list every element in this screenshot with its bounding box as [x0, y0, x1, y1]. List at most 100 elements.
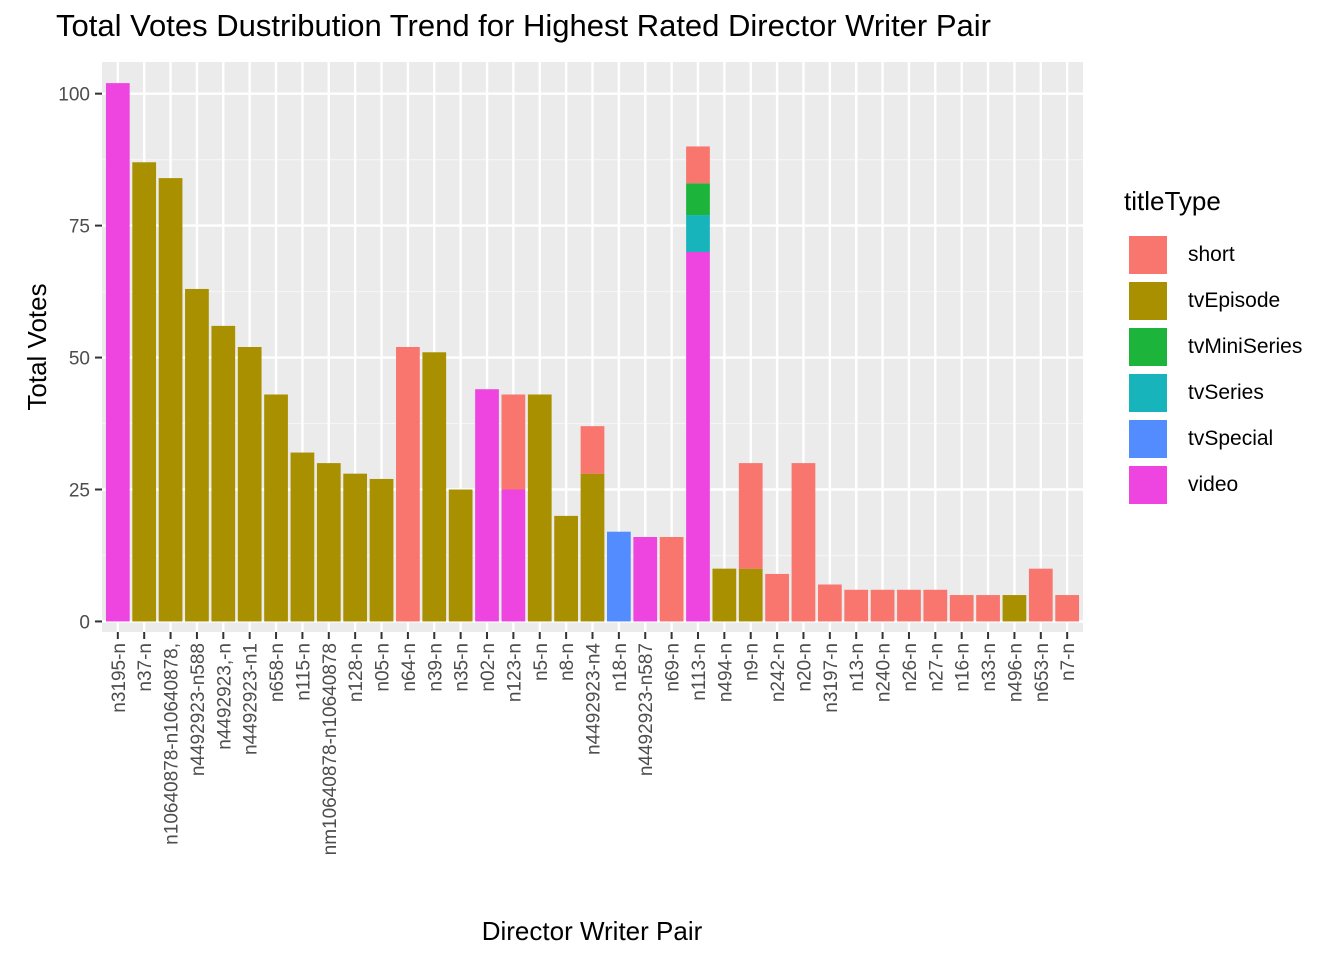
bar-tvEpisode: [343, 473, 368, 622]
bar-tvEpisode: [738, 568, 763, 622]
legend-item-video: video: [1127, 462, 1238, 508]
bar-tvEpisode: [237, 347, 262, 622]
x-tick-label: n13-n: [847, 643, 868, 692]
bar-tvEpisode: [1002, 595, 1027, 622]
bar-short: [686, 146, 710, 184]
bar-tvEpisode: [158, 178, 183, 622]
bar-tvEpisode: [369, 478, 394, 622]
y-axis-title: Total Votes: [22, 283, 52, 410]
y-axis: 0 25 50 75 100: [58, 85, 102, 633]
bar-tvEpisode: [185, 288, 209, 622]
bar-short: [1028, 568, 1053, 622]
x-tick-label: n39-n: [425, 643, 446, 692]
x-tick-label: n18-n: [610, 643, 631, 692]
y-tick-label: 100: [58, 85, 90, 106]
x-tick-label: n27-n: [926, 643, 947, 692]
x-tick-label: n20-n: [794, 643, 815, 692]
legend-key-tvMiniSeries: [1127, 326, 1169, 368]
x-tick-label: n02-n: [478, 643, 499, 692]
x-tick-label: n240-n: [874, 643, 895, 702]
legend-item-tvMiniSeries: tvMiniSeries: [1127, 324, 1302, 370]
bar-short: [659, 537, 684, 622]
legend-key-video: [1127, 464, 1169, 506]
bar-short: [791, 463, 816, 622]
x-axis-title: Director Writer Pair: [482, 916, 703, 946]
y-tick-label: 75: [69, 217, 90, 238]
legend-key-short: [1127, 234, 1169, 276]
y-tick-label: 0: [79, 612, 90, 633]
x-tick-label: n16-n: [953, 643, 974, 692]
bar-short: [738, 463, 763, 569]
x-tick-label: n496-n: [1005, 643, 1026, 702]
bar-tvEpisode: [712, 568, 737, 622]
x-tick-label: n4492923-n588: [188, 643, 209, 776]
bar-tvMiniSeries: [686, 183, 710, 216]
bar-short: [765, 573, 789, 622]
x-tick-label: n3197-n: [821, 643, 842, 713]
legend-label: tvSeries: [1188, 381, 1264, 404]
legend-label: short: [1188, 243, 1235, 266]
bar-short: [897, 589, 921, 622]
legend-label: tvEpisode: [1188, 289, 1281, 312]
legend-label: tvMiniSeries: [1188, 335, 1303, 358]
bar-tvEpisode: [290, 452, 315, 622]
x-tick-label: n115-n: [293, 643, 314, 701]
bar-tvEpisode: [132, 162, 157, 622]
legend-item-tvSpecial: tvSpecial: [1127, 416, 1273, 462]
legend-title: titleType: [1124, 186, 1221, 216]
legend-label: video: [1188, 473, 1239, 496]
x-tick-label: n33-n: [979, 643, 1000, 692]
legend-key-tvSeries: [1127, 372, 1169, 414]
bar-short: [580, 426, 605, 474]
x-tick-label: n37-n: [135, 643, 156, 692]
bar-short: [870, 589, 895, 622]
bar-tvSeries: [686, 215, 710, 252]
bar-short: [923, 589, 948, 622]
x-tick-label: n8-n: [557, 643, 578, 681]
bar-tvEpisode: [316, 463, 341, 622]
x-tick-label: nm10640878-n10640878: [320, 643, 341, 855]
x-tick-label: n7-n: [1058, 643, 1079, 681]
x-tick-label: n5-n: [531, 643, 552, 681]
x-tick-label: n05-n: [373, 643, 394, 692]
x-tick-label: n3195-n: [109, 643, 130, 713]
legend-key-tvEpisode: [1127, 280, 1169, 322]
bar-short: [844, 589, 869, 622]
bar-video: [633, 537, 658, 622]
bar-tvEpisode: [422, 352, 447, 622]
x-tick-label: n35-n: [452, 643, 473, 692]
legend-item-short: short: [1127, 232, 1235, 278]
bar-tvEpisode: [580, 473, 605, 622]
bars: [105, 83, 1080, 622]
x-tick-label: n69-n: [663, 643, 684, 692]
x-tick-label: n10640878-n10640878,: [162, 643, 183, 845]
bar-short: [976, 595, 1000, 622]
x-tick-label: n9-n: [742, 643, 763, 681]
bar-video: [105, 83, 130, 622]
bar-video: [686, 252, 710, 622]
legend-item-tvEpisode: tvEpisode: [1127, 278, 1280, 324]
y-tick-label: 50: [69, 349, 90, 370]
bar-tvEpisode: [448, 489, 473, 622]
legend-key-tvSpecial: [1127, 418, 1169, 460]
x-tick-label: n123-n: [504, 643, 525, 702]
x-tick-label: n242-n: [768, 643, 789, 702]
bar-video: [475, 389, 499, 622]
bar-video: [501, 489, 526, 622]
x-tick-label: n494-n: [715, 643, 736, 702]
bar-short: [817, 584, 842, 622]
x-tick-label: n4492923-n4: [584, 643, 605, 755]
legend-label: tvSpecial: [1188, 427, 1274, 450]
x-tick-label: n4492923,-n: [214, 643, 235, 750]
x-tick-label: n26-n: [900, 643, 921, 692]
bar-short: [1055, 595, 1080, 622]
bar-tvEpisode: [264, 394, 288, 622]
bar-short: [396, 347, 420, 622]
y-tick-label: 25: [69, 481, 90, 502]
bar-tvSpecial: [607, 531, 631, 622]
bar-tvEpisode: [554, 515, 578, 622]
chart-title: Total Votes Dustribution Trend for Highe…: [56, 8, 991, 43]
bar-tvEpisode: [527, 394, 552, 622]
x-tick-label: n653-n: [1032, 643, 1053, 702]
x-tick-label: n4492923-n587: [636, 643, 657, 776]
